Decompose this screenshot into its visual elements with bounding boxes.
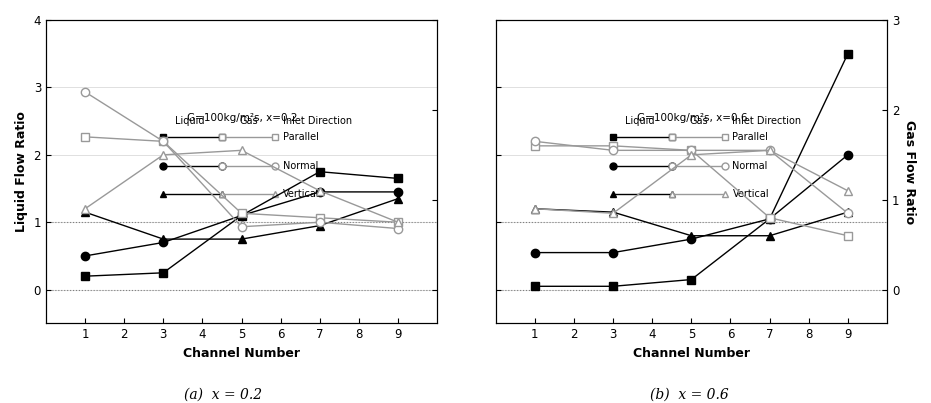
Text: (a)  x = 0.2: (a) x = 0.2 bbox=[184, 388, 263, 402]
X-axis label: Channel Number: Channel Number bbox=[183, 347, 300, 360]
Text: Inlet Direction: Inlet Direction bbox=[733, 116, 802, 126]
Text: (b)  x = 0.6: (b) x = 0.6 bbox=[650, 388, 728, 402]
Text: Normal: Normal bbox=[283, 161, 318, 170]
Text: Gas: Gas bbox=[690, 116, 708, 126]
Text: Gas: Gas bbox=[239, 116, 258, 126]
Text: Inlet Direction: Inlet Direction bbox=[283, 116, 352, 126]
Text: G=100kg/m²s, x=0.6: G=100kg/m²s, x=0.6 bbox=[637, 112, 747, 123]
Text: Vertical: Vertical bbox=[283, 189, 319, 199]
Text: Parallel: Parallel bbox=[733, 132, 768, 142]
Text: Vertical: Vertical bbox=[733, 189, 769, 199]
Y-axis label: Gas Flow Ratio: Gas Flow Ratio bbox=[903, 120, 916, 224]
Text: Liquid: Liquid bbox=[175, 116, 205, 126]
Text: Parallel: Parallel bbox=[283, 132, 318, 142]
Text: Liquid: Liquid bbox=[625, 116, 654, 126]
Text: Normal: Normal bbox=[733, 161, 768, 170]
Y-axis label: Liquid Flow Ratio: Liquid Flow Ratio bbox=[15, 111, 28, 232]
X-axis label: Channel Number: Channel Number bbox=[633, 347, 749, 360]
Text: G=100kg/m²s, x=0.2: G=100kg/m²s, x=0.2 bbox=[187, 112, 297, 123]
